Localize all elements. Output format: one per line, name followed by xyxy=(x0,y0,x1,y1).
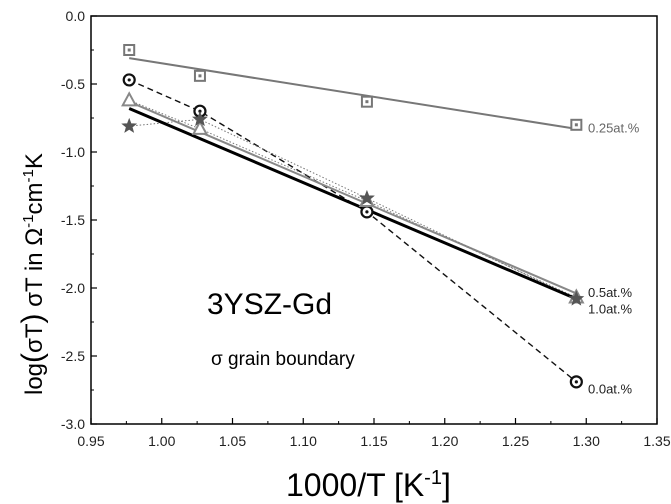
x-axis-title-sup: -1 xyxy=(424,467,442,489)
x-tick-label: 1.15 xyxy=(360,433,387,449)
point-0-0at xyxy=(122,73,136,87)
point-0-0at xyxy=(360,205,374,219)
series-markers xyxy=(121,44,585,389)
x-tick-label: 1.10 xyxy=(290,433,317,449)
x-axis-title-main: 1000/T [K xyxy=(286,467,424,503)
y-axis-title-sigma-t2: σT in Ω xyxy=(21,228,48,314)
x-tick-label: 1.20 xyxy=(431,433,458,449)
x-axis-title-end: ] xyxy=(442,467,451,503)
point-1-0at xyxy=(192,111,208,127)
series-labels: 0.25at.% 0.5at.%1.0at.% 0.0at.% xyxy=(588,121,640,397)
x-tick-label: 1.00 xyxy=(148,433,175,449)
point-1-0at xyxy=(358,189,375,205)
y-axis-title-sup2: -1 xyxy=(20,169,37,182)
point-0-0at xyxy=(569,375,583,389)
series-label-0-5at: 0.5at.% xyxy=(588,285,633,300)
y-axis-title-log: log xyxy=(21,363,48,395)
point-1-0at xyxy=(121,117,138,133)
point-1-0at xyxy=(568,290,585,306)
series-label-1-0at: 1.0at.% xyxy=(588,301,633,316)
chart-annotation-main: 3YSZ-Gd xyxy=(207,288,332,321)
series-label-0-0at: 0.0at.% xyxy=(588,382,633,397)
y-tick-label: -0.5 xyxy=(61,76,85,92)
y-axis-title-sup1: -1 xyxy=(20,214,37,227)
x-tick-label: 1.05 xyxy=(219,433,246,449)
series-line-0-0at xyxy=(128,79,577,383)
y-axis-title-k: K xyxy=(21,153,48,169)
point-0-25at xyxy=(360,95,373,108)
series-line-1-0at xyxy=(129,118,577,300)
x-tick-label: 1.35 xyxy=(643,433,670,449)
x-axis-title: 1000/T [K-1] xyxy=(286,467,451,503)
y-tick-label: 0.0 xyxy=(66,8,86,24)
y-axis-title-sigma-t: σT xyxy=(21,323,48,353)
point-0-25at xyxy=(123,44,136,56)
fit-line-1-0at xyxy=(128,107,577,301)
chart-annotation-sub: σ grain boundary xyxy=(211,349,355,370)
plot-border xyxy=(90,15,658,425)
point-0-5at xyxy=(121,91,138,107)
y-tick-label: -3.0 xyxy=(61,416,85,432)
series-label-0-25at: 0.25at.% xyxy=(588,121,640,136)
y-axis-title-cm: cm xyxy=(21,182,48,214)
plot-frame xyxy=(90,15,658,425)
y-tick-label: -1.0 xyxy=(61,144,85,160)
y-tick-label: -1.5 xyxy=(61,212,85,228)
y-axis-title: log(σT) σT in Ω-1cm-1K xyxy=(16,153,49,395)
point-0-5at xyxy=(191,119,209,135)
y-axis-title-paren-close: ) xyxy=(16,313,49,323)
x-tick-label: 1.25 xyxy=(502,433,529,449)
point-0-25at xyxy=(570,118,583,131)
axis-ticks: 0.95 1.00 1.05 1.10 1.15 1.20 1.25 1.30 1.35 0.0 -… xyxy=(61,8,671,449)
y-tick-label: -2.0 xyxy=(61,280,85,296)
x-tick-label: 1.30 xyxy=(573,433,600,449)
y-axis-title-paren-open: ( xyxy=(16,353,49,363)
x-tick-label: 0.95 xyxy=(77,433,104,449)
point-0-25at xyxy=(193,69,206,82)
y-tick-label: -2.5 xyxy=(61,348,85,364)
